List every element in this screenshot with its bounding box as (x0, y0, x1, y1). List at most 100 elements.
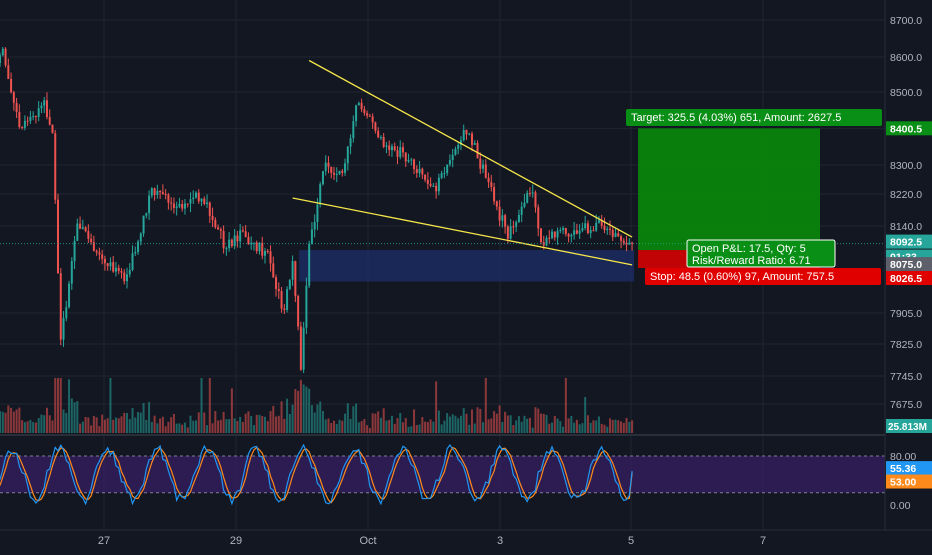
volume-bar (498, 405, 501, 433)
volume-bar (335, 424, 338, 433)
volume-bar (534, 407, 537, 433)
volume-bar (126, 412, 128, 433)
volume-bar (114, 417, 117, 433)
volume-bar (399, 413, 402, 433)
volume-bar (244, 413, 247, 433)
price-tag-last: 8092.5 (886, 234, 932, 249)
volume-bar (170, 417, 173, 433)
candle-body (112, 262, 115, 272)
volume-bar (528, 417, 531, 433)
volume-bar (153, 415, 156, 433)
candle-body (410, 159, 413, 161)
volume-bar (446, 413, 449, 433)
volume-bar (614, 419, 617, 433)
candle-body (29, 116, 32, 121)
candle-body (581, 228, 584, 231)
volume-bar (595, 420, 598, 433)
volume-bar (98, 426, 101, 433)
volume-bar (341, 420, 344, 433)
volume-bar (448, 416, 451, 433)
stop-tag-box[interactable] (645, 268, 881, 285)
candle-body (520, 206, 523, 215)
candle-body (537, 207, 540, 229)
volume-bar (51, 420, 54, 433)
volume-bar (333, 420, 335, 433)
volume-bar (219, 419, 222, 433)
volume-bar (592, 420, 595, 433)
candle-body (247, 237, 250, 245)
candle-body (600, 220, 603, 226)
volume-bar (34, 422, 37, 433)
time-axis: 27 29 Oct 3 5 7 (0, 529, 932, 547)
volume-bar (402, 422, 404, 433)
candle-body (161, 192, 164, 195)
candle-body (84, 227, 87, 232)
pnl-tag-box[interactable] (686, 239, 836, 268)
volume-bar (283, 418, 286, 433)
volume-bar (48, 415, 51, 433)
candle-body (4, 48, 7, 66)
price-tag-stop: 8026.5 (886, 271, 932, 286)
volume-bar (432, 421, 435, 433)
volume-bar (542, 413, 545, 433)
candle-body (12, 92, 15, 103)
candle-body (90, 238, 93, 243)
volume-bar (123, 412, 126, 433)
candle-body (321, 171, 324, 185)
candle-body (294, 261, 297, 297)
candle-body (567, 233, 570, 237)
volume-bar (573, 422, 576, 433)
volume-bar (520, 421, 523, 433)
candle-body (189, 199, 192, 204)
volume-bar (305, 386, 308, 433)
volume-bar (291, 404, 294, 433)
volume-bar (551, 422, 554, 433)
candle-body (211, 215, 214, 220)
volume-bar (109, 378, 112, 433)
volume-bar (23, 422, 26, 433)
volume-bar (280, 401, 283, 433)
volume-bar (228, 419, 231, 433)
volume-bar (490, 418, 493, 433)
candle-body (360, 102, 363, 110)
candle-body (415, 169, 418, 173)
volume-bar (62, 409, 65, 433)
candle-body (59, 273, 62, 340)
stop-tag[interactable]: Stop: 48.5 (0.60%) 97, Amount: 757.5 (645, 268, 881, 285)
trendline-lower[interactable] (292, 197, 633, 266)
price-tick-label: 8220.0 (890, 189, 922, 201)
volume-bar (609, 418, 611, 433)
volume-bar (388, 420, 391, 433)
volume-bar (310, 405, 313, 433)
volume-bar (167, 421, 170, 433)
volume-bar (261, 416, 264, 433)
price-tick-label: 7905.0 (890, 308, 922, 320)
candle-body (43, 100, 46, 106)
volume-bar (393, 423, 396, 433)
price-tag-label: 8075.0 (890, 259, 922, 271)
candle-body (446, 164, 449, 174)
target-tag[interactable]: Target: 325.5 (4.03%) 651, Amount: 2627.… (626, 109, 882, 126)
volume-bar (197, 412, 200, 433)
target-tag-box[interactable] (626, 109, 882, 126)
stop-label: Stop: 48.5 (0.60%) 97, Amount: 757.5 (650, 271, 834, 283)
volume-bar (106, 418, 109, 433)
volume-bar (148, 402, 151, 433)
volume-bar (297, 390, 300, 433)
candle-body (548, 237, 551, 239)
candle-body (368, 115, 371, 117)
volume-bar (600, 423, 603, 433)
volume-bar (476, 407, 479, 433)
price-tick-label: 7675.0 (890, 399, 922, 411)
candle-body (277, 288, 280, 292)
trendline-upper[interactable] (308, 59, 633, 238)
volume-bar (440, 424, 443, 433)
candle-body (385, 145, 388, 147)
candle-body (217, 227, 220, 230)
volume-bar (338, 419, 341, 433)
candle-body (145, 213, 148, 216)
candle-body (592, 230, 595, 232)
